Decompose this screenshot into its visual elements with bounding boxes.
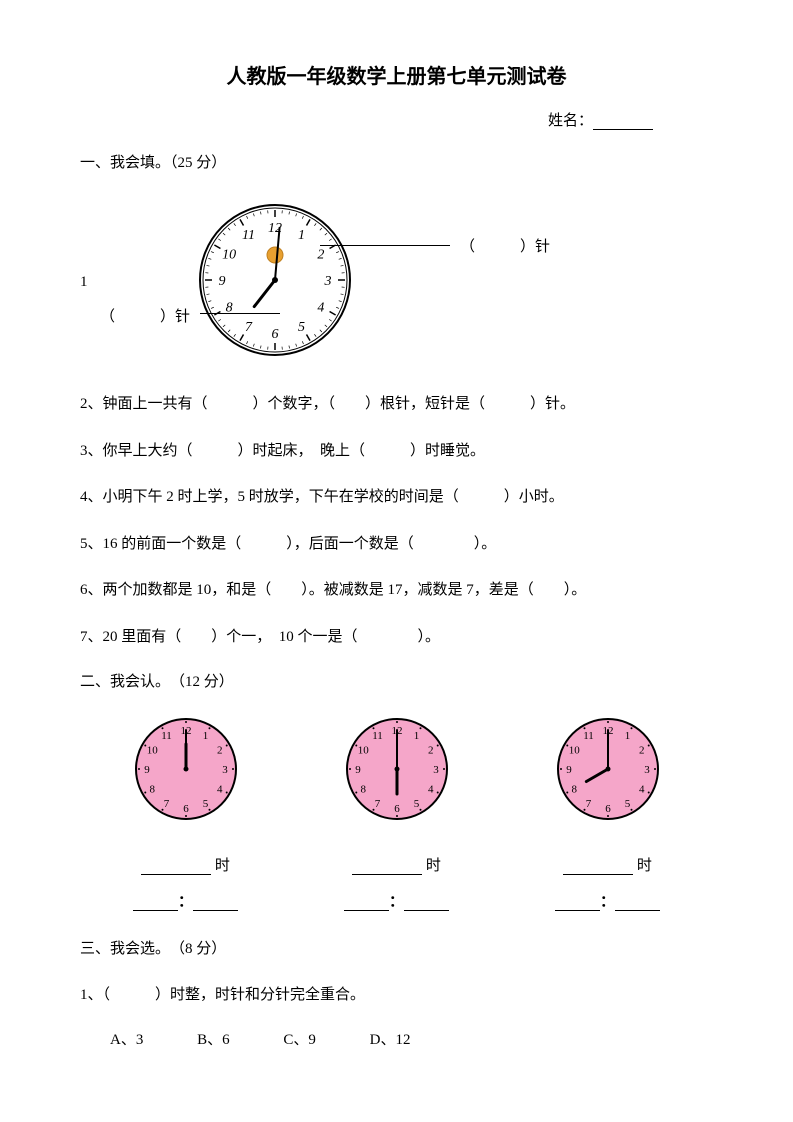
svg-text:8: 8 (149, 784, 155, 796)
question-4: 4、小明下午 2 时上学，5 时放学，下午在学校的时间是（ ）小时。 (80, 483, 713, 512)
svg-text:8: 8 (360, 784, 366, 796)
svg-text:7: 7 (245, 320, 253, 335)
colon-2: ： (327, 890, 467, 911)
pink-clocks-row: 123456789101112 123456789101112 12345678… (80, 714, 713, 829)
svg-text:3: 3 (433, 764, 439, 776)
svg-text:4: 4 (639, 784, 645, 796)
pink-clock-3: 123456789101112 (553, 714, 663, 829)
time-labels-row: 时 时 时 (80, 854, 713, 875)
pink-clock-2: 123456789101112 (342, 714, 452, 829)
time-label-3: 时 (538, 854, 678, 875)
svg-text:6: 6 (394, 803, 400, 815)
svg-text:7: 7 (374, 798, 380, 810)
svg-text:11: 11 (242, 228, 255, 243)
question-3-1: 1、（ ）时整，时针和分针完全重合。 (80, 981, 713, 1010)
svg-text:3: 3 (222, 764, 228, 776)
svg-text:5: 5 (413, 798, 419, 810)
svg-text:1: 1 (298, 228, 305, 243)
option-b: B、6 (197, 1032, 230, 1048)
time-label-2: 时 (327, 854, 467, 875)
question-1: 1 121234567891011 （ ）针 （ ）针 (80, 195, 713, 370)
pointer-line-left (200, 313, 280, 314)
svg-text:10: 10 (146, 745, 158, 757)
question-7: 7、20 里面有（ ）个一， 10 个一是（ ）。 (80, 623, 713, 652)
option-c: C、9 (283, 1032, 316, 1048)
svg-text:11: 11 (161, 730, 172, 742)
page-title: 人教版一年级数学上册第七单元测试卷 (80, 60, 713, 89)
svg-text:11: 11 (372, 730, 383, 742)
colon-3: ： (538, 890, 678, 911)
svg-text:10: 10 (568, 745, 580, 757)
option-a: A、3 (110, 1032, 143, 1048)
svg-text:6: 6 (272, 327, 279, 342)
svg-text:7: 7 (163, 798, 169, 810)
svg-text:9: 9 (566, 764, 572, 776)
svg-text:10: 10 (357, 745, 369, 757)
svg-text:1: 1 (624, 730, 630, 742)
svg-text:4: 4 (428, 784, 434, 796)
svg-text:2: 2 (217, 745, 223, 757)
clock-1: 121234567891011 (190, 195, 360, 365)
svg-text:5: 5 (202, 798, 208, 810)
label-needle-left: （ ）针 (100, 305, 190, 326)
svg-text:7: 7 (585, 798, 591, 810)
svg-text:6: 6 (605, 803, 611, 815)
svg-text:2: 2 (428, 745, 434, 757)
svg-text:11: 11 (583, 730, 594, 742)
name-field: 姓名： (80, 109, 713, 130)
question-5: 5、16 的前面一个数是（ ），后面一个数是（ ）。 (80, 530, 713, 559)
section-2-heading: 二、我会认。 （12 分） (80, 669, 713, 696)
options-row: A、3 B、6 C、9 D、12 (80, 1028, 713, 1049)
question-6: 6、两个加数都是 10，和是（ ）。被减数是 17，减数是 7，差是（ ）。 (80, 576, 713, 605)
pink-clock-1: 123456789101112 (131, 714, 241, 829)
svg-text:8: 8 (571, 784, 577, 796)
svg-text:4: 4 (317, 301, 324, 316)
question-3: 3、你早上大约（ ）时起床， 晚上（ ）时睡觉。 (80, 437, 713, 466)
option-d: D、12 (370, 1032, 411, 1048)
section-3-heading: 三、我会选。 （8 分） (80, 936, 713, 963)
svg-text:2: 2 (639, 745, 645, 757)
svg-text:1: 1 (413, 730, 419, 742)
name-blank (593, 113, 653, 130)
section-1-heading: 一、我会填。（25 分） (80, 150, 713, 177)
svg-text:3: 3 (644, 764, 650, 776)
svg-text:6: 6 (183, 803, 189, 815)
pointer-line-right (320, 245, 450, 246)
name-label: 姓名： (548, 113, 593, 129)
svg-text:4: 4 (217, 784, 223, 796)
svg-text:5: 5 (298, 320, 305, 335)
colon-1: ： (116, 890, 256, 911)
question-2: 2、钟面上一共有（ ）个数字，（ ）根针，短针是（ ）针。 (80, 390, 713, 419)
svg-text:2: 2 (317, 248, 324, 263)
svg-text:10: 10 (222, 248, 236, 263)
svg-text:9: 9 (355, 764, 361, 776)
svg-text:3: 3 (324, 274, 332, 289)
time-label-1: 时 (116, 854, 256, 875)
clock-1-area: 121234567891011 （ ）针 （ ）针 (190, 195, 360, 370)
svg-text:9: 9 (219, 274, 226, 289)
label-needle-right: （ ）针 (460, 235, 550, 256)
colon-row: ： ： ： (80, 890, 713, 911)
svg-text:5: 5 (624, 798, 630, 810)
q1-number: 1 (80, 274, 110, 291)
svg-text:9: 9 (144, 764, 150, 776)
svg-text:1: 1 (202, 730, 208, 742)
